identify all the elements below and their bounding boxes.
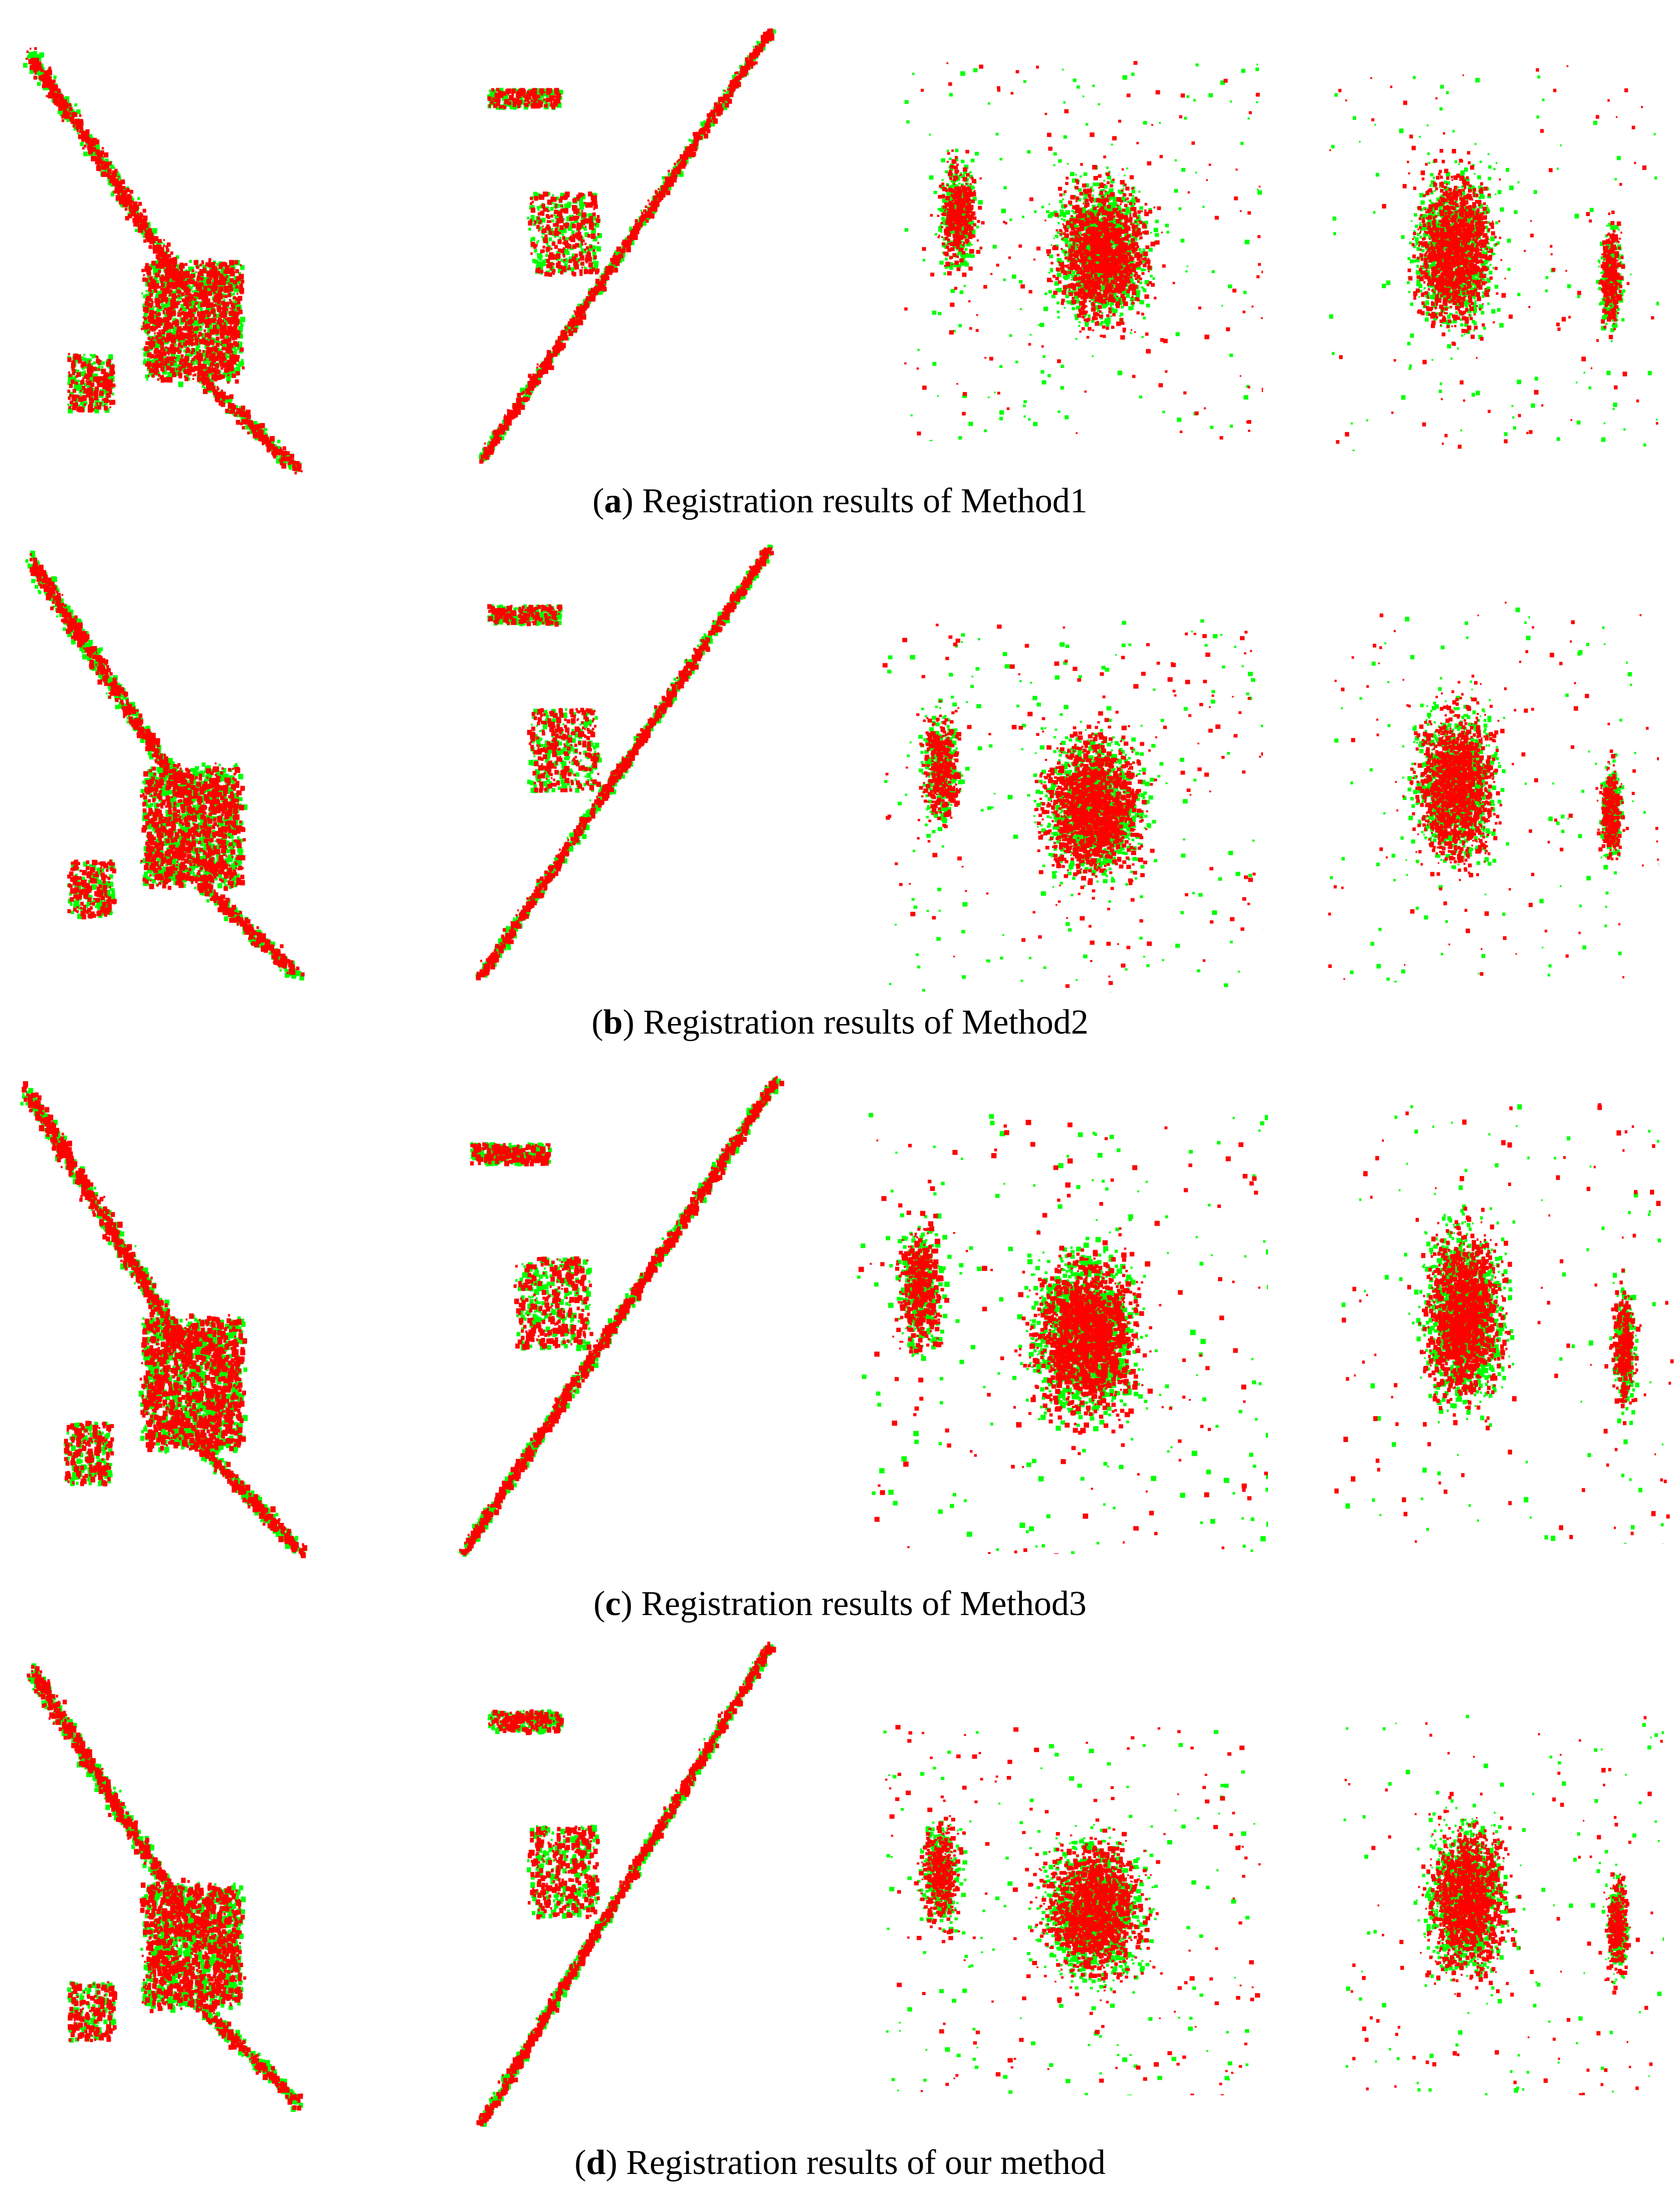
- source-points: [27, 1665, 303, 2111]
- point-cloud-scene4-c: [1333, 1103, 1674, 1544]
- source-points: [885, 1725, 1261, 2095]
- source-points: [1329, 65, 1658, 449]
- point-cloud-scene1-c: [5, 1063, 396, 1574]
- panel-row-d: (d) Registration results of our method: [0, 1634, 1680, 2189]
- panel-row-b: (b) Registration results of Method2: [0, 536, 1680, 1053]
- panel-row-a: (a) Registration results of Method1: [0, 0, 1680, 536]
- source-points: [1328, 602, 1659, 980]
- source-points: [459, 1076, 784, 1556]
- point-cloud-scene3-c: [857, 1113, 1268, 1554]
- point-cloud-scene4-d: [1343, 1714, 1664, 2095]
- source-points: [26, 47, 303, 475]
- source-points: [882, 624, 1263, 988]
- source-points: [479, 28, 774, 464]
- point-cloud-scene1-a: [10, 30, 391, 491]
- caption-a: (a) Registration results of Method1: [0, 481, 1680, 521]
- panel-row-c: (c) Registration results of Method3: [0, 1053, 1680, 1634]
- caption-c: (c) Registration results of Method3: [0, 1584, 1680, 1624]
- point-cloud-scene2-d: [451, 1634, 812, 2135]
- source-points: [859, 1120, 1268, 1554]
- source-points: [22, 1081, 308, 1558]
- point-cloud-scene2-c: [431, 1068, 822, 1564]
- caption-d: (d) Registration results of our method: [0, 2143, 1680, 2183]
- point-cloud-scene3-d: [882, 1724, 1263, 2095]
- point-cloud-scene1-d: [10, 1644, 391, 2125]
- point-cloud-scene1-b: [10, 536, 391, 998]
- source-points: [476, 1642, 776, 2126]
- source-points: [904, 61, 1263, 440]
- source-points: [1344, 1716, 1663, 2095]
- point-cloud-scene2-a: [451, 20, 812, 471]
- caption-b: (b) Registration results of Method2: [0, 1003, 1680, 1043]
- point-cloud-scene3-b: [882, 617, 1263, 992]
- point-cloud-scene3-a: [902, 60, 1263, 441]
- point-cloud-scene2-b: [451, 536, 812, 987]
- source-points: [29, 553, 305, 976]
- point-cloud-scene4-b: [1328, 602, 1659, 982]
- source-points: [476, 547, 774, 980]
- source-points: [1334, 1103, 1674, 1543]
- point-cloud-scene4-a: [1328, 60, 1659, 451]
- target-points: [904, 63, 1263, 441]
